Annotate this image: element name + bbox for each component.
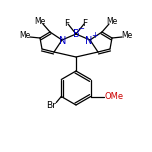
Text: Me: Me <box>19 31 31 40</box>
Text: Me: Me <box>121 31 133 40</box>
Text: Br: Br <box>46 101 56 110</box>
Text: F: F <box>82 19 88 28</box>
Text: F: F <box>64 19 70 28</box>
Text: +: + <box>92 31 98 40</box>
Text: Me: Me <box>106 17 118 26</box>
Text: OMe: OMe <box>104 92 123 101</box>
Text: −: − <box>78 24 85 33</box>
Text: N: N <box>59 36 67 46</box>
Text: N: N <box>85 36 93 46</box>
Text: Me: Me <box>34 17 46 26</box>
Text: B: B <box>73 29 79 39</box>
